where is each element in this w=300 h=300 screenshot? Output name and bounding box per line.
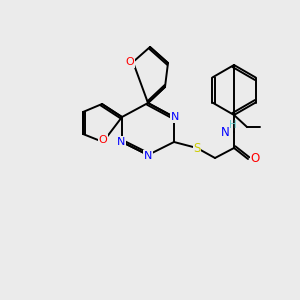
Text: O: O [126,57,134,67]
Text: N: N [117,137,125,147]
Text: N: N [171,112,179,122]
Text: N: N [144,151,152,161]
Text: O: O [250,152,260,166]
Text: H: H [229,120,237,130]
Text: N: N [220,125,230,139]
Text: S: S [193,142,201,154]
Text: O: O [99,135,107,145]
